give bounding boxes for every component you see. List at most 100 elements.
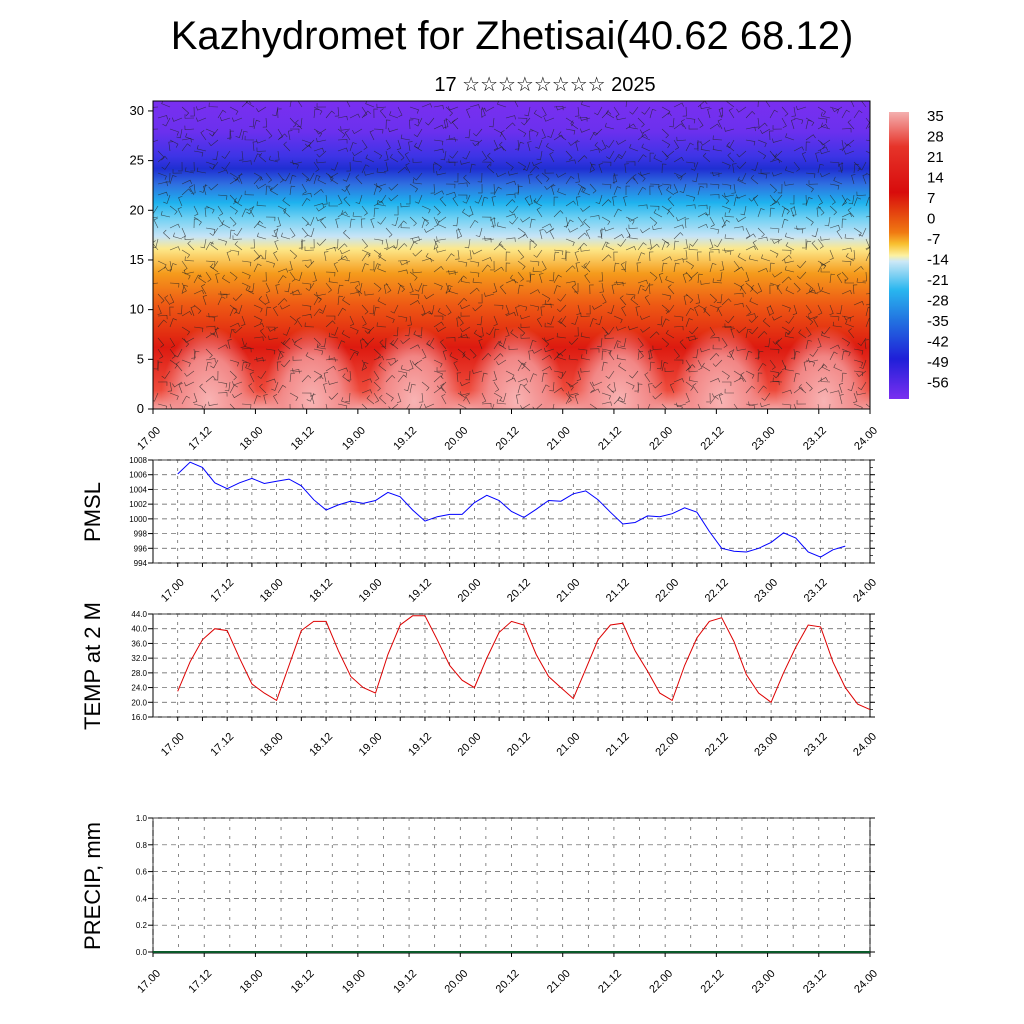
wind-barb: [459, 304, 471, 310]
wind-barb: [733, 266, 744, 273]
x-tick-label: 18.12: [289, 968, 317, 996]
wind-barb: [316, 128, 327, 135]
wind-barb: [426, 340, 435, 350]
wind-barb: [288, 130, 293, 141]
precip-panel: 1.00.80.60.40.20.017.00 17.12 18.00 18.12 19…: [80, 814, 880, 996]
wind-barb: [661, 150, 669, 161]
wind-barb: [181, 227, 186, 239]
wind-barb: [217, 344, 228, 350]
wind-barb: [613, 186, 622, 196]
wind-barb: [733, 196, 740, 207]
wind-barb: [157, 319, 167, 328]
wind-barb: [745, 385, 756, 394]
wind-barb: [373, 249, 382, 259]
wind-barb: [565, 200, 576, 207]
wind-barb: [616, 343, 627, 350]
wind-barb: [713, 238, 723, 248]
wind-barb: [692, 383, 699, 394]
wind-barb: [190, 106, 195, 117]
wind-barb: [532, 348, 543, 354]
y-tick-label: 994: [134, 559, 148, 568]
wind-barb: [157, 150, 165, 161]
wind-barb: [342, 296, 351, 306]
wind-barb: [436, 248, 447, 253]
wind-barb: [745, 233, 756, 240]
wind-barb: [570, 120, 579, 130]
wind-barb: [865, 197, 870, 207]
wind-barb: [425, 337, 435, 347]
wind-barb: [673, 262, 680, 273]
wind-barb: [673, 325, 684, 331]
wind-barb: [334, 106, 340, 117]
wind-barb: [193, 205, 199, 217]
wind-barb: [171, 117, 183, 122]
wind-barb: [256, 147, 267, 152]
wind-barb: [541, 337, 550, 348]
wind-barb: [478, 338, 483, 350]
wind-barb: [489, 117, 495, 128]
wind-barb: [601, 254, 612, 262]
wind-barb: [337, 139, 348, 144]
wind-barb: [181, 249, 191, 259]
wind-barb: [397, 370, 408, 377]
wind-barb: [509, 205, 519, 214]
wind-barb: [757, 227, 765, 238]
wind-barb: [481, 196, 489, 207]
wind-barb: [862, 271, 867, 282]
wind-barb: [757, 122, 768, 130]
wind-barb: [412, 178, 423, 185]
wind-barb: [707, 108, 712, 119]
wind-barb: [413, 330, 423, 339]
wind-barb: [553, 196, 559, 207]
wind-barb: [865, 215, 870, 218]
wind-barb: [193, 216, 202, 226]
wind-barb: [383, 161, 389, 172]
wind-barb: [169, 392, 179, 401]
wind-barb: [337, 284, 344, 295]
y-tick-label: 24.0: [131, 684, 147, 693]
wind-barb: [213, 370, 219, 381]
wind-barb: [157, 337, 165, 348]
wind-barb: [616, 354, 627, 361]
wind-barb: [705, 205, 711, 216]
wind-barb: [625, 185, 631, 196]
wind-barb: [581, 260, 591, 269]
wind-barb: [649, 271, 658, 281]
x-tick-label: 20.12: [505, 731, 533, 759]
wind-barb: [229, 359, 240, 367]
wind-barb: [556, 304, 567, 313]
wind-barb: [153, 106, 159, 108]
wind-barb: [844, 139, 855, 147]
wind-barb: [397, 220, 407, 229]
wind-barb: [649, 243, 660, 251]
x-tick-label: 20.12: [494, 968, 522, 996]
wind-barb: [265, 216, 276, 222]
wind-barb: [611, 381, 616, 392]
wind-barb: [523, 383, 531, 394]
x-tick-label: 22.12: [703, 731, 731, 759]
wind-barb: [805, 315, 814, 326]
wind-barb: [493, 146, 504, 152]
wind-barb: [232, 392, 243, 399]
wind-barb: [253, 322, 265, 328]
wind-barb: [752, 240, 759, 251]
wind-barb: [745, 328, 752, 339]
wind-barb: [864, 339, 869, 350]
wind-barb: [433, 315, 444, 321]
wind-barb: [817, 337, 822, 349]
wind-barb: [772, 138, 783, 143]
wind-barb: [685, 194, 696, 202]
wind-barb: [661, 241, 669, 251]
wind-barb: [625, 246, 637, 251]
wind-barb: [865, 172, 870, 176]
wind-barb: [661, 403, 668, 409]
wind-barb: [209, 326, 219, 336]
wind-barb: [210, 263, 219, 273]
wind-barb: [462, 208, 471, 218]
wind-barb: [227, 339, 232, 350]
wind-barb: [409, 282, 414, 294]
wind-barb: [789, 194, 795, 205]
wind-barb: [229, 370, 237, 381]
wind-barb: [685, 318, 693, 328]
